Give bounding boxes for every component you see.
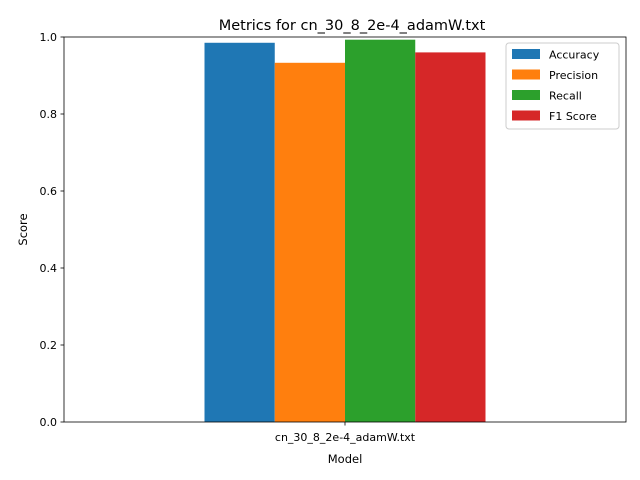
bar-accuracy	[204, 42, 275, 423]
bar-recall	[345, 39, 416, 422]
legend-frame	[505, 42, 620, 130]
plot-frame	[63, 36, 627, 423]
legend-swatch-f1-score	[512, 110, 540, 121]
y-tick-label: 0.2	[40, 339, 58, 352]
legend-label-precision: Precision	[549, 69, 598, 82]
legend: Accuracy Precision Recall F1 Score	[505, 42, 620, 130]
bar-f1-score	[415, 52, 486, 423]
x-tick-label: cn_30_8_2e-4_adamW.txt	[275, 431, 416, 444]
y-axis: 0.0 0.2 0.4 0.6 0.8 1.0	[40, 31, 64, 429]
y-tick-label: 0.4	[40, 262, 58, 275]
legend-swatch-accuracy	[512, 49, 540, 59]
y-tick-label: 1.0	[40, 31, 58, 44]
x-axis-label: Model	[328, 452, 363, 466]
y-tick-label: 0.6	[40, 185, 58, 198]
chart-title: Metrics for cn_30_8_2e-4_adamW.txt	[219, 18, 486, 34]
bars-group	[204, 39, 486, 423]
y-axis-label: Score	[16, 213, 30, 245]
legend-label-f1-score: F1 Score	[549, 110, 597, 123]
legend-swatch-recall	[512, 90, 540, 100]
legend-label-accuracy: Accuracy	[549, 49, 600, 62]
legend-label-recall: Recall	[549, 90, 582, 103]
y-tick-label: 0.8	[40, 108, 58, 121]
y-tick-label: 0.0	[40, 416, 58, 429]
x-axis: cn_30_8_2e-4_adamW.txt	[275, 422, 416, 444]
legend-swatch-precision	[512, 69, 540, 80]
bar-precision	[274, 62, 345, 423]
